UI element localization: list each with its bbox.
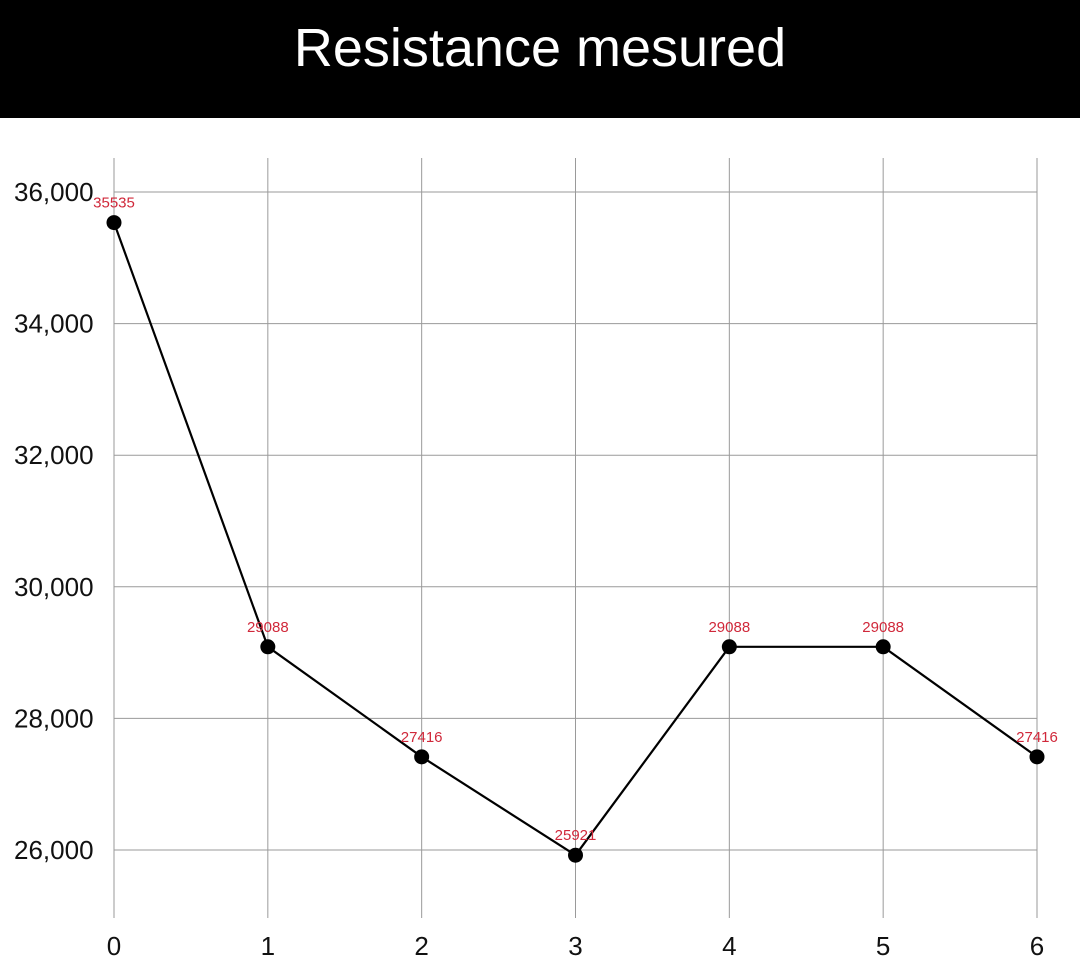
data-label: 29088	[862, 619, 904, 636]
x-axis-ticks: 0 1 2 3 4 5 6	[107, 931, 1044, 959]
y-tick-label: 32,000	[14, 440, 94, 470]
x-tick-label: 4	[722, 931, 736, 959]
chart-title: Resistance mesured	[293, 18, 787, 78]
data-point	[260, 639, 276, 655]
series-points	[106, 215, 1045, 863]
grid-lines	[113, 158, 1038, 918]
y-tick-label: 28,000	[14, 703, 94, 733]
data-point	[106, 215, 122, 231]
x-tick-label: 1	[261, 931, 275, 959]
x-tick-label: 2	[414, 931, 428, 959]
x-tick-label: 3	[568, 931, 582, 959]
data-point	[721, 639, 737, 655]
data-point	[568, 847, 583, 863]
data-point	[414, 749, 430, 765]
data-label: 27416	[401, 729, 443, 746]
title-bar: Resistance mesured	[0, 0, 1080, 118]
data-label: 29088	[708, 619, 750, 636]
x-tick-label: 5	[876, 931, 890, 959]
data-label: 35535	[93, 195, 135, 212]
x-tick-label: 6	[1030, 931, 1044, 959]
y-tick-label: 30,000	[14, 572, 94, 602]
data-label: 29088	[247, 619, 289, 636]
data-point	[875, 639, 891, 655]
data-label: 25921	[555, 827, 597, 844]
y-tick-label: 36,000	[14, 177, 94, 207]
x-tick-label: 0	[107, 931, 121, 959]
data-labels: 35535 29088 27416 25921 29088 29088 27416	[93, 195, 1058, 845]
y-tick-label: 26,000	[14, 835, 94, 865]
data-point	[1029, 749, 1045, 765]
y-axis-ticks: 26,000 28,000 30,000 32,000 34,000 36,000	[14, 177, 94, 865]
data-label: 27416	[1016, 729, 1058, 746]
y-tick-label: 34,000	[14, 309, 94, 339]
